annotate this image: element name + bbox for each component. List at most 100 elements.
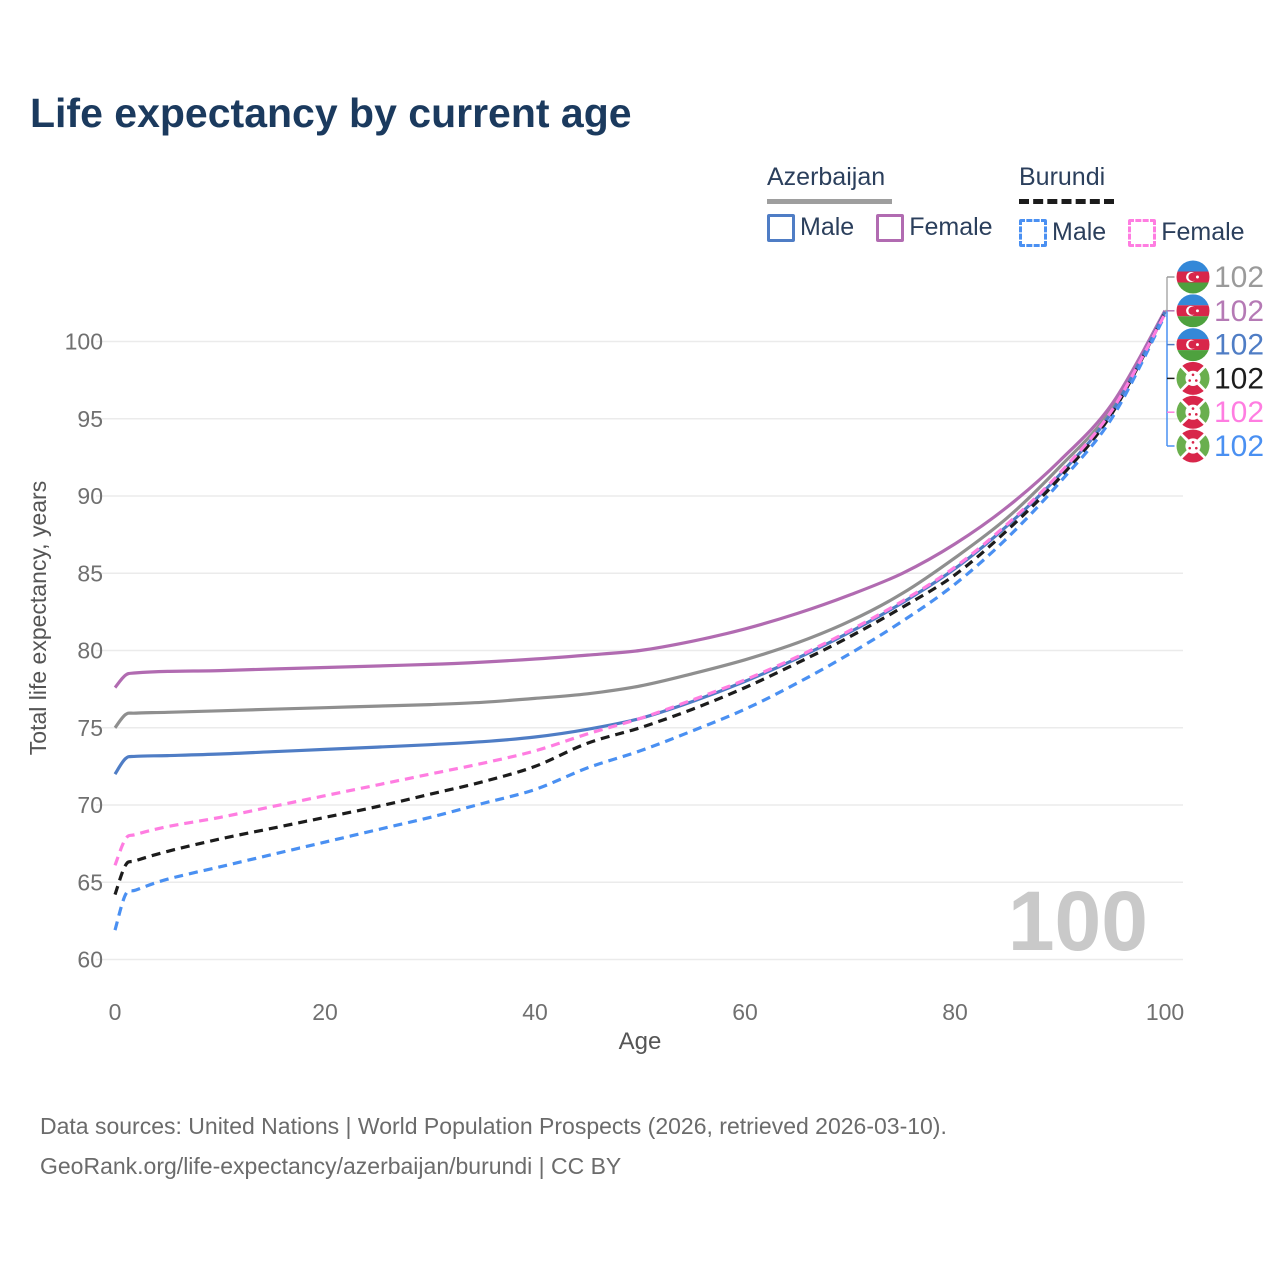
burundi-male-swatch-icon[interactable] <box>1019 218 1047 247</box>
bi-green-right <box>1195 430 1210 462</box>
burundi-flag-saltire <box>1176 429 1210 463</box>
end-label-value: 102 <box>1214 362 1264 395</box>
bi-star <box>1194 446 1198 450</box>
bi-red-top <box>1177 395 1209 410</box>
end-label-value: 102 <box>1214 261 1264 294</box>
legend-item-azerbaijan-female[interactable]: Female <box>876 213 993 242</box>
az-green-band <box>1176 282 1210 294</box>
end-label-value: 102 <box>1214 396 1264 429</box>
x-tick-label-100: 100 <box>1146 999 1184 1025</box>
bi-center-disc <box>1185 438 1201 454</box>
bi-star <box>1194 379 1198 382</box>
series-line-burundi-both-sexes[interactable] <box>113 312 1167 896</box>
legend-country-azerbaijan: Azerbaijan <box>767 163 886 191</box>
bi-star <box>1191 407 1195 410</box>
end-label-row-azerbaijan: 102 <box>1176 260 1264 294</box>
azerbaijan-flag-stripes <box>1176 260 1210 294</box>
end-label-row-burundi: 102 <box>1176 429 1264 463</box>
series-line-azerbaijan-female[interactable] <box>113 309 1167 689</box>
x-tick-label-60: 60 <box>732 999 758 1025</box>
watermark-max-age: 100 <box>1008 874 1148 968</box>
chart-legend: Azerbaijan Male Female Burundi Male <box>0 163 1280 247</box>
series-line-azerbaijan-male[interactable] <box>113 311 1167 776</box>
az-blue-band <box>1176 328 1210 340</box>
legend-label: Male <box>800 213 855 241</box>
x-tick-label-80: 80 <box>942 999 968 1025</box>
burundi-flag-saltire <box>1176 361 1210 395</box>
legend-label: Female <box>1161 218 1245 246</box>
bi-green-left <box>1176 362 1191 395</box>
bi-green-left <box>1176 430 1191 462</box>
az-star <box>1195 275 1199 279</box>
bi-star <box>1188 446 1192 450</box>
end-label-row-azerbaijan: 102 <box>1176 328 1264 362</box>
az-green-band <box>1176 316 1210 328</box>
end-label-row-azerbaijan: 102 <box>1176 294 1264 328</box>
azerbaijan-flag-stripes <box>1176 328 1210 362</box>
y-tick-label-70: 70 <box>77 792 103 818</box>
y-tick-label-85: 85 <box>77 560 103 586</box>
bi-red-top <box>1177 361 1209 377</box>
az-star <box>1195 309 1199 313</box>
page-title: Life expectancy by current age <box>30 90 632 136</box>
azerbaijan-female-swatch-icon[interactable] <box>876 213 905 242</box>
azerbaijan-solid-line-sample <box>767 199 892 204</box>
end-label-value: 102 <box>1214 430 1264 463</box>
series-line-burundi-male[interactable] <box>113 314 1167 931</box>
y-tick-label-95: 95 <box>77 406 103 432</box>
y-tick-label-65: 65 <box>77 869 103 895</box>
bi-star <box>1191 373 1195 377</box>
burundi-flag-saltire <box>1176 395 1210 429</box>
legend-item-burundi-female[interactable]: Female <box>1128 218 1245 247</box>
chart-footer: Data sources: United Nations | World Pop… <box>40 1106 947 1186</box>
bi-star <box>1191 441 1195 444</box>
az-blue-band <box>1176 260 1210 272</box>
y-tick-label-90: 90 <box>77 483 103 509</box>
az-crescent-cut <box>1188 272 1197 282</box>
bi-red-bottom <box>1177 414 1209 429</box>
series-line-azerbaijan-both-sexes[interactable] <box>113 310 1167 729</box>
legend-country-burundi: Burundi <box>1019 163 1106 191</box>
bi-center-disc <box>1185 370 1201 386</box>
end-label-value: 102 <box>1214 329 1264 362</box>
end-label-row-burundi: 102 <box>1176 361 1264 395</box>
az-crescent-cut <box>1188 306 1197 315</box>
azerbaijan-flag-stripes <box>1176 294 1210 328</box>
az-crescent-cut <box>1188 340 1197 349</box>
y-tick-label-60: 60 <box>77 947 103 973</box>
bi-center-disc <box>1185 404 1201 420</box>
y-tick-label-75: 75 <box>77 715 103 741</box>
data-sources-text: Data sources: United Nations | World Pop… <box>40 1113 947 1139</box>
bi-star <box>1194 413 1198 416</box>
bi-star <box>1188 379 1192 382</box>
bi-star <box>1188 413 1192 416</box>
legend-label: Female <box>909 213 993 241</box>
legend-group-azerbaijan: Azerbaijan Male Female <box>767 163 993 242</box>
y-tick-label-80: 80 <box>77 638 103 664</box>
bi-red-top <box>1177 429 1209 444</box>
burundi-dashed-line-sample <box>1019 199 1114 209</box>
x-tick-label-0: 0 <box>109 999 122 1025</box>
legend-label: Male <box>1052 218 1107 246</box>
attribution-url-text: GeoRank.org/life-expectancy/azerbaijan/b… <box>40 1153 622 1179</box>
x-axis-title: Age <box>619 1028 662 1055</box>
bi-green-left <box>1176 396 1191 428</box>
x-tick-label-40: 40 <box>522 999 548 1025</box>
legend-item-burundi-male[interactable]: Male <box>1019 218 1106 247</box>
azerbaijan-male-swatch-icon[interactable] <box>767 213 795 242</box>
az-star <box>1195 343 1199 347</box>
y-axis-title: Total life expectancy, years <box>25 481 51 755</box>
burundi-female-swatch-icon[interactable] <box>1128 218 1157 247</box>
end-label-value: 102 <box>1214 295 1264 328</box>
end-label-row-burundi: 102 <box>1176 395 1264 429</box>
az-green-band <box>1176 350 1210 362</box>
y-tick-label-100: 100 <box>65 329 103 355</box>
bi-green-right <box>1195 362 1210 395</box>
bi-green-right <box>1195 396 1210 428</box>
bi-red-bottom <box>1177 380 1209 395</box>
x-tick-label-20: 20 <box>312 999 338 1025</box>
az-blue-band <box>1176 294 1210 306</box>
series-line-burundi-female[interactable] <box>113 312 1167 866</box>
legend-item-azerbaijan-male[interactable]: Male <box>767 213 854 242</box>
